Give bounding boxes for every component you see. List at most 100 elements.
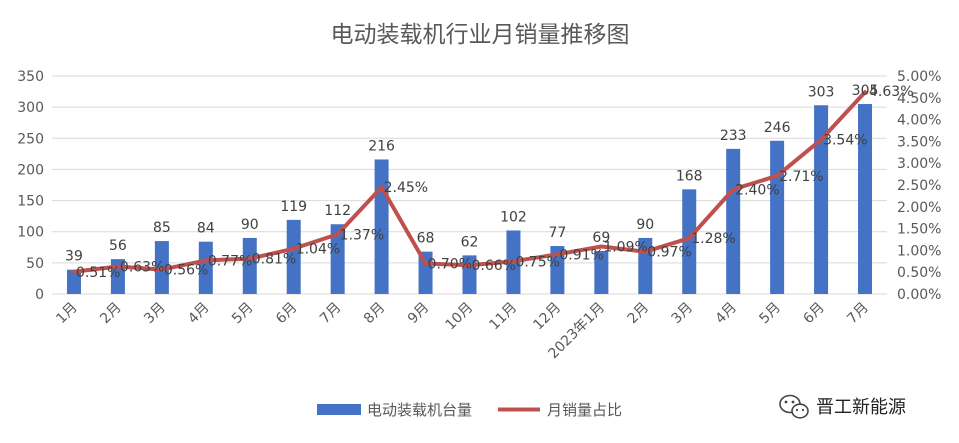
x-tick-label: 5月 [756,300,784,328]
bar [154,241,169,294]
x-tick-label: 12月 [530,300,564,334]
legend-label-line: 月销量占比 [547,401,622,419]
line-point [688,237,690,239]
line-point [337,233,339,235]
line-point [600,245,602,247]
x-tick-label: 1月 [53,300,81,328]
gridlines [52,75,887,264]
y-left-tick-label: 50 [26,256,44,272]
line-series [71,90,868,274]
chart-title: 电动装载机行业月销量推移图 [331,22,630,48]
line-point [425,262,427,264]
y-axis-left: 0 50 100 150 200 250 300 350 [17,69,44,303]
line-value-label: 0.51% [76,265,120,281]
y-right-tick-label: 3.50% [897,134,941,150]
bar-value-label: 56 [109,238,127,254]
y-right-tick-label: 5.00% [897,69,941,85]
y-axis-right: 0.00% 0.50% 1.00% 1.50% 2.00% 2.50% 3.00% 3.50%… [897,69,941,303]
watermark: 晋工新能源 [779,394,906,419]
bar [550,246,565,294]
line-point [776,175,778,177]
y-left-tick-label: 150 [17,194,44,210]
line-point [644,251,646,253]
bar-value-label: 90 [636,217,654,233]
y-left-tick-label: 250 [17,131,44,147]
line-value-label: 2.71% [779,169,823,185]
y-right-tick-label: 1.00% [897,243,941,259]
x-tick-label: 5月 [229,300,257,328]
line-value-label: 0.66% [472,258,516,274]
y-left-tick-label: 0 [35,287,44,303]
x-tick-label: 8月 [361,300,389,328]
bar-value-label: 216 [368,138,395,154]
legend-swatch-bar [317,404,361,415]
line-value-label: 0.56% [164,263,208,279]
line-point [73,271,75,273]
line-point [117,266,119,268]
line-value-label: 1.04% [296,242,340,258]
bar [858,104,873,295]
x-tick-label: 3月 [141,300,169,328]
bar-value-label: 102 [500,209,527,225]
y-left-tick-label: 350 [17,69,44,85]
line-data-labels: 0.51% 0.63% 0.56%0.77% 0.81%1.04%1.37% 2.45%… [76,84,914,281]
y-left-tick-label: 100 [17,225,44,241]
bar [726,148,741,294]
bar [286,219,301,294]
x-tick-label: 7月 [844,300,872,328]
bar-value-label: 303 [808,84,835,100]
bar-value-label: 168 [676,168,703,184]
bar-value-label: 233 [720,128,747,144]
y-right-tick-label: 2.50% [897,178,941,194]
y-right-tick-label: 4.00% [897,113,941,129]
x-tick-label: 4月 [185,300,213,328]
bar-value-label: 246 [764,120,791,136]
y-right-tick-label: 0.00% [897,287,941,303]
x-tick-label: 11月 [486,300,520,334]
bar [814,105,829,294]
bar-value-label: 77 [548,225,566,241]
bar [198,241,213,294]
x-tick-label: 10月 [443,300,477,334]
y-right-tick-label: 3.00% [897,156,941,172]
line-value-label: 2.40% [735,182,779,198]
watermark-text: 晋工新能源 [816,397,906,418]
line-point [820,139,822,141]
x-tick-label: 3月 [669,300,697,328]
line-value-label: 1.37% [340,227,384,243]
bar [594,251,609,294]
x-tick-label: 4月 [712,300,740,328]
x-tick-label: 6月 [800,300,828,328]
line-value-label: 4.63% [869,84,913,100]
line-value-label: 2.45% [384,180,428,196]
bar [66,269,81,294]
line-point [512,260,514,262]
line-value-label: 0.63% [120,260,164,276]
y-left-tick-label: 300 [17,100,44,116]
bar-value-label: 62 [461,234,479,250]
bar-value-label: 85 [153,220,171,236]
bar-value-label: 39 [65,249,83,265]
bar-value-label: 69 [592,230,610,246]
y-right-tick-label: 1.50% [897,222,941,238]
x-tick-label: 7月 [317,300,345,328]
line-value-label: 0.91% [559,247,603,263]
bar [770,140,785,294]
line-point [293,248,295,250]
y-left-tick-label: 200 [17,162,44,178]
y-right-tick-label: 2.00% [897,200,941,216]
bar-value-label: 90 [241,217,259,233]
line-point [469,264,470,266]
line-point [205,259,207,261]
wechat-icon [779,394,809,419]
line-value-label: 0.77% [208,253,252,269]
x-tick-label: 9月 [405,300,433,328]
bar-data-labels: 39 56 85 84 90 119 112 216 68 62 102 77 69 90 168 233 24… [65,83,878,265]
bar-value-label: 84 [197,221,215,237]
line-value-label: 0.75% [515,254,559,270]
line-value-label: 0.97% [647,245,691,261]
x-tick-label: 2月 [625,300,653,328]
x-tick-label: 2月 [97,300,125,328]
